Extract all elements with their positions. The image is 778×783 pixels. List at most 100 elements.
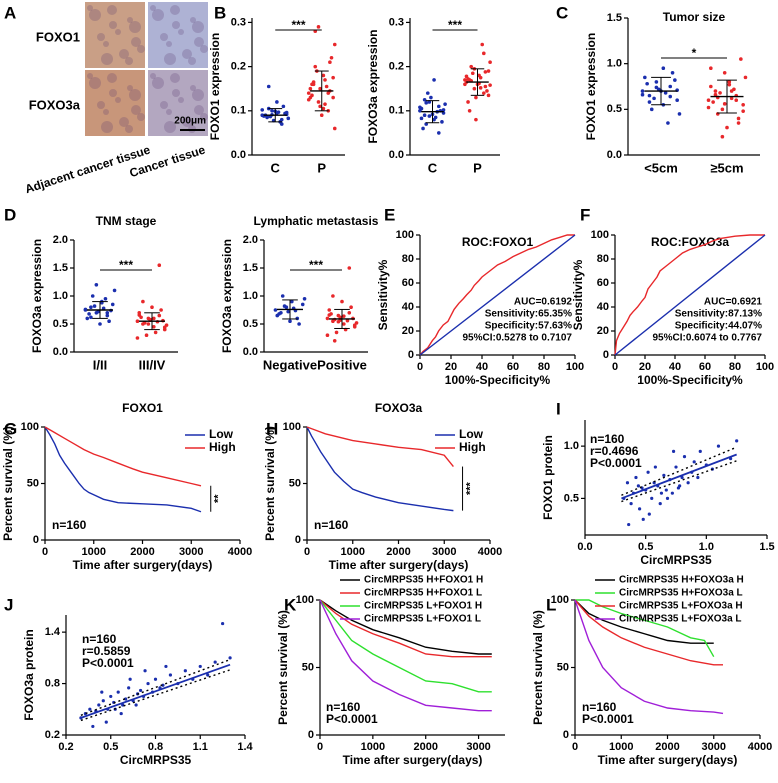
dot: [275, 100, 279, 104]
dot: [720, 134, 725, 139]
dot: [668, 94, 673, 99]
dot: [663, 91, 668, 95]
point: [653, 465, 657, 469]
x-tick-label: 2000: [386, 546, 410, 558]
y-tick-label: 0.2: [231, 61, 246, 73]
x-tick-label: 2000: [655, 741, 679, 753]
point: [629, 502, 633, 506]
dot: [425, 91, 430, 95]
dot: [677, 112, 682, 116]
dot: [661, 66, 666, 71]
y-axis-label: Percent survival (%): [1, 426, 15, 541]
dot: [284, 110, 289, 115]
dot: [668, 84, 673, 89]
chart-title: FOXO3a: [375, 401, 423, 415]
significance: ***: [291, 18, 305, 32]
y-axis-label: FOXO3a expression: [220, 239, 234, 353]
x-tick-label: 40: [476, 361, 488, 373]
dot: [713, 92, 718, 97]
x-tick-label: 4000: [228, 546, 252, 558]
point: [88, 707, 92, 711]
point: [636, 484, 640, 488]
y-tick-label: 0.3: [389, 16, 404, 28]
x-tick-label: 2000: [413, 741, 437, 753]
point: [101, 699, 105, 703]
x-tick-label: 60: [507, 361, 519, 373]
x-tick-label: 80: [729, 361, 741, 373]
dot: [743, 75, 748, 80]
point: [206, 673, 210, 677]
point: [127, 686, 131, 690]
panel-label: F: [580, 205, 590, 224]
y-tick-label: 50: [27, 477, 39, 489]
curve: [614, 234, 765, 356]
y-tick-label: 1.5: [53, 262, 68, 274]
dot: [286, 309, 290, 314]
x-tick-label: 0: [317, 741, 323, 753]
y-tick-label: 50: [289, 477, 301, 489]
x-tick-label: 1.5: [759, 541, 774, 553]
dot: [96, 309, 100, 314]
dot: [706, 98, 711, 102]
dot: [472, 86, 477, 91]
tissue-texture: [131, 37, 141, 47]
curve: [419, 234, 575, 356]
y-axis-label: Percent survival (%): [531, 610, 545, 725]
dot: [288, 319, 292, 324]
dot: [643, 75, 647, 80]
x-tick-label: 60: [699, 361, 711, 373]
annotation: n=160: [314, 518, 349, 532]
curve: [614, 234, 766, 356]
tissue-image: [85, 2, 145, 68]
tissue-texture: [97, 101, 105, 109]
curve: [319, 599, 492, 712]
dot: [718, 91, 722, 95]
y-axis-label: FOXO1 protein: [541, 435, 555, 520]
annotation: Specificity:44.07%: [675, 321, 762, 332]
annotation: r=0.5859: [82, 644, 131, 658]
curve: [319, 599, 492, 693]
tissue-texture: [150, 73, 156, 79]
y-tick-label: 100: [296, 594, 314, 606]
dot: [429, 95, 433, 100]
x-tick-label: 0.5: [103, 741, 118, 753]
x-tick-label: Positive: [317, 357, 367, 372]
point: [659, 491, 664, 495]
tissue-texture: [87, 73, 93, 79]
dot: [670, 71, 675, 75]
y-tick-label: 0.0: [389, 149, 404, 161]
tissue-texture: [188, 57, 196, 65]
dot: [483, 70, 488, 74]
curve: [419, 234, 576, 356]
chart-title: FOXO1: [122, 401, 163, 415]
annotation: P<0.0001: [590, 456, 642, 470]
dot: [463, 78, 467, 82]
dot: [273, 308, 278, 312]
dot: [486, 69, 491, 73]
point: [686, 481, 690, 485]
curve: [44, 426, 202, 513]
dot: [90, 294, 95, 298]
tissue-texture: [192, 89, 204, 101]
dot: [464, 74, 469, 79]
x-tick-label: 0: [42, 546, 48, 558]
y-tick-label: 0: [33, 534, 39, 546]
dot: [349, 305, 353, 310]
dot: [101, 306, 106, 311]
x-tick-label: 0.0: [577, 541, 592, 553]
point: [153, 677, 158, 681]
panel-label: B: [214, 3, 226, 22]
dot: [741, 102, 745, 107]
x-tick-label: 1.1: [193, 741, 208, 753]
tissue-texture: [109, 89, 117, 97]
tissue-texture: [160, 33, 168, 41]
point: [138, 688, 143, 693]
legend-label: CircMRPS35 L+FOXO1 H: [364, 601, 482, 612]
legend-label: High: [209, 440, 236, 454]
tissue-texture: [129, 21, 141, 33]
tissue-texture: [170, 73, 180, 83]
dot: [135, 319, 140, 324]
scale-bar-label: 200μm: [174, 116, 206, 127]
point: [634, 475, 638, 480]
point: [183, 669, 187, 673]
